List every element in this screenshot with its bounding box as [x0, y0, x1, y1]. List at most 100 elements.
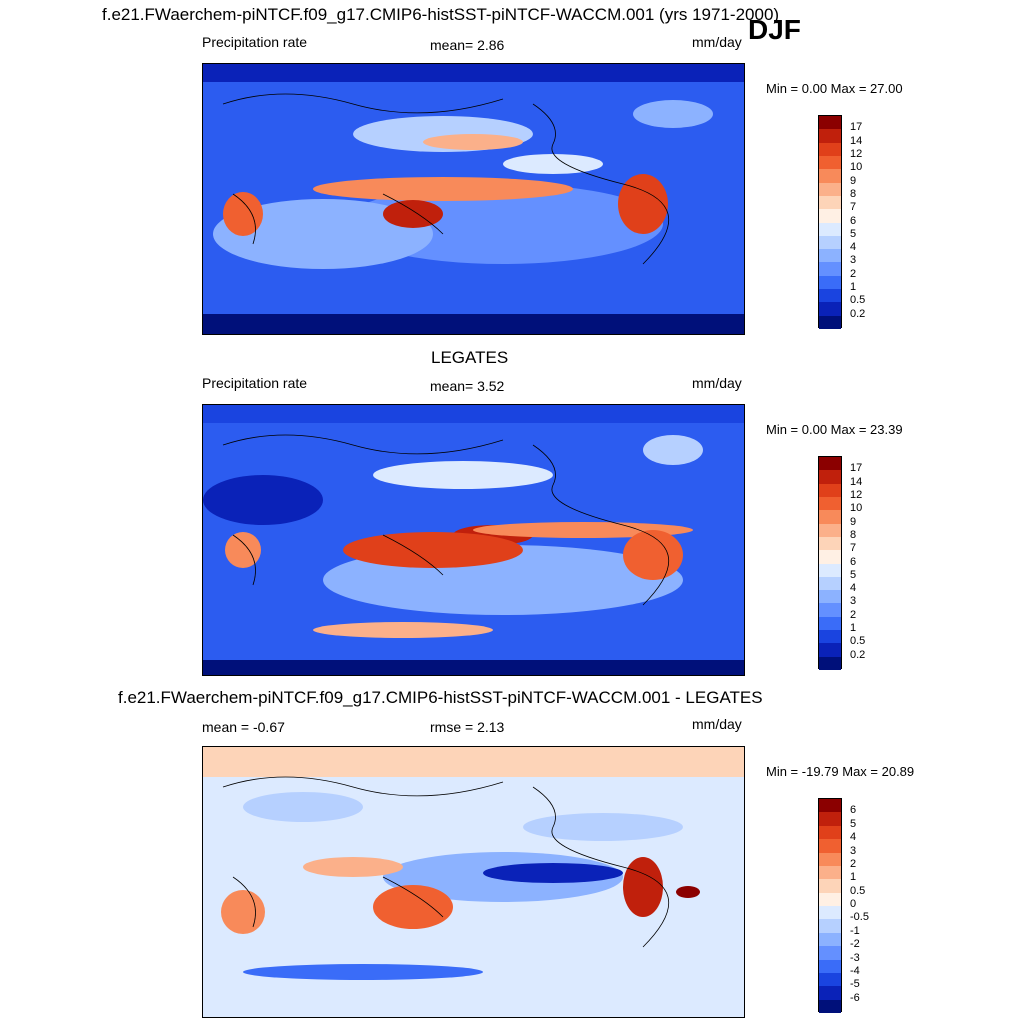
colorbar-tick-label: 17: [850, 121, 863, 134]
colorbar-tick-label: 8: [850, 187, 857, 200]
colorbar-swatch: [819, 616, 841, 631]
colorbar-tick-label: 0.5: [850, 884, 866, 897]
colorbar-tick-label: 5: [850, 568, 857, 581]
colorbar-tick-label: 17: [850, 462, 863, 475]
colorbar-swatch: [819, 839, 841, 853]
colorbar-tick-label: 9: [850, 515, 857, 528]
panel-2-units-label: mm/day: [692, 375, 742, 391]
colorbar-tick-label: 3: [850, 595, 857, 608]
colorbar-tick-label: -1: [850, 924, 860, 937]
panel-1-minmax-label: Min = 0.00 Max = 27.00: [766, 81, 903, 96]
colorbar-swatch: [819, 852, 841, 866]
panel-1-colorbar: [818, 115, 842, 329]
colorbar-swatch: [819, 630, 841, 644]
colorbar-swatch: [819, 235, 841, 250]
panel-3-units-label: mm/day: [692, 716, 742, 732]
colorbar-tick-label: 14: [850, 134, 863, 147]
colorbar-tick-label: 0.5: [850, 294, 866, 307]
panel-3-minmax-label: Min = -19.79 Max = 20.89: [766, 764, 915, 779]
colorbar-tick-label: 14: [850, 475, 863, 488]
colorbar-tick-label: -2: [850, 938, 860, 951]
colorbar-swatch: [819, 536, 841, 551]
colorbar-swatch: [819, 182, 841, 196]
panel-1-units-label: mm/day: [692, 34, 742, 50]
colorbar-tick-label: 2: [850, 267, 857, 280]
colorbar-tick-label: 4: [850, 241, 857, 254]
colorbar-tick-label: 5: [850, 817, 857, 830]
colorbar-swatch: [819, 483, 841, 497]
colorbar-tick-label: 4: [850, 831, 857, 844]
colorbar-swatch: [819, 603, 841, 617]
colorbar-swatch: [819, 946, 841, 960]
colorbar-tick-label: 6: [850, 214, 857, 227]
colorbar-swatch: [819, 812, 841, 826]
colorbar-tick-label: 7: [850, 201, 857, 214]
colorbar-swatch: [819, 986, 841, 1000]
panel-3-colorbar: [818, 798, 842, 1013]
colorbar-tick-label: 2: [850, 857, 857, 870]
colorbar-swatch: [819, 523, 841, 537]
colorbar-tick-label: 5: [850, 227, 857, 240]
panel-2-minmax-label: Min = 0.00 Max = 23.39: [766, 422, 903, 437]
colorbar-swatch: [819, 576, 841, 591]
colorbar-swatch: [819, 563, 841, 577]
colorbar-tick-label: 10: [850, 502, 863, 515]
colorbar-tick-label: -3: [850, 951, 860, 964]
colorbar-tick-label: 1: [850, 281, 857, 294]
colorbar-swatch: [819, 275, 841, 290]
colorbar-swatch: [819, 892, 841, 906]
colorbar-tick-label: 4: [850, 582, 857, 595]
colorbar-swatch: [819, 209, 841, 223]
colorbar-tick-label: 6: [850, 555, 857, 568]
panel-2-map: [202, 404, 745, 676]
colorbar-swatch: [819, 116, 841, 130]
colorbar-swatch: [819, 222, 841, 236]
colorbar-swatch: [819, 315, 841, 329]
panel-2-variable-label: Precipitation rate: [202, 375, 308, 391]
panel-3-title: f.e21.FWaerchem-piNTCF.f09_g17.CMIP6-his…: [118, 688, 763, 707]
colorbar-swatch: [819, 142, 841, 156]
colorbar-swatch: [819, 169, 841, 183]
colorbar-swatch: [819, 799, 841, 813]
colorbar-tick-label: -5: [850, 978, 860, 991]
colorbar-swatch: [819, 865, 841, 880]
panel-3-rmse-label: rmse = 2.13: [430, 719, 505, 735]
colorbar-tick-label: 12: [850, 147, 863, 160]
colorbar-tick-label: 1: [850, 871, 857, 884]
colorbar-swatch: [819, 906, 841, 920]
colorbar-tick-label: 0.2: [850, 648, 866, 661]
colorbar-tick-label: 10: [850, 161, 863, 174]
colorbar-swatch: [819, 590, 841, 604]
colorbar-swatch: [819, 550, 841, 564]
colorbar-swatch: [819, 919, 841, 933]
colorbar-tick-label: 7: [850, 542, 857, 555]
colorbar-swatch: [819, 643, 841, 657]
colorbar-swatch: [819, 999, 841, 1013]
colorbar-tick-label: 2: [850, 608, 857, 621]
colorbar-swatch: [819, 496, 841, 511]
colorbar-swatch: [819, 470, 841, 484]
colorbar-tick-label: 3: [850, 254, 857, 267]
colorbar-tick-label: -0.5: [850, 911, 869, 924]
colorbar-tick-label: 1: [850, 622, 857, 635]
colorbar-tick-label: 9: [850, 174, 857, 187]
colorbar-tick-label: 0.5: [850, 635, 866, 648]
colorbar-swatch: [819, 959, 841, 973]
colorbar-tick-label: 0: [850, 898, 857, 910]
panel-2-title: LEGATES: [431, 348, 509, 367]
panel-2-mean-label: mean= 3.52: [430, 378, 505, 394]
panel-1-variable-label: Precipitation rate: [202, 34, 308, 50]
colorbar-swatch: [819, 457, 841, 471]
colorbar-tick-label: -6: [850, 991, 860, 1004]
panel-1-mean-label: mean= 2.86: [430, 37, 505, 53]
colorbar-swatch: [819, 972, 841, 987]
colorbar-swatch: [819, 155, 841, 170]
colorbar-swatch: [819, 825, 841, 840]
colorbar-swatch: [819, 129, 841, 143]
colorbar-swatch: [819, 932, 841, 947]
colorbar-tick-label: 6: [850, 804, 857, 817]
panel-1-title: f.e21.FWaerchem-piNTCF.f09_g17.CMIP6-his…: [102, 5, 780, 24]
colorbar-swatch: [819, 289, 841, 303]
colorbar-tick-label: 0.2: [850, 307, 866, 320]
colorbar-tick-label: 3: [850, 844, 857, 857]
